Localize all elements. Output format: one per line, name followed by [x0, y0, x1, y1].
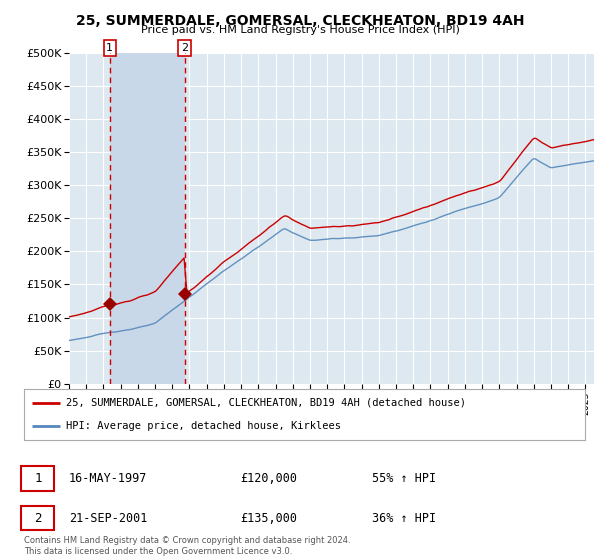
Text: 21-SEP-2001: 21-SEP-2001: [69, 511, 148, 525]
Bar: [110, 53, 185, 384]
Text: £120,000: £120,000: [240, 472, 297, 486]
Text: 1: 1: [106, 43, 113, 53]
Text: 2: 2: [34, 511, 41, 525]
Text: 1: 1: [34, 472, 41, 486]
Text: £135,000: £135,000: [240, 511, 297, 525]
Text: Contains HM Land Registry data © Crown copyright and database right 2024.: Contains HM Land Registry data © Crown c…: [24, 536, 350, 545]
Text: 36% ↑ HPI: 36% ↑ HPI: [372, 511, 436, 525]
Text: 25, SUMMERDALE, GOMERSAL, CLECKHEATON, BD19 4AH: 25, SUMMERDALE, GOMERSAL, CLECKHEATON, B…: [76, 14, 524, 28]
Text: 2: 2: [181, 43, 188, 53]
Text: 55% ↑ HPI: 55% ↑ HPI: [372, 472, 436, 486]
Text: 16-MAY-1997: 16-MAY-1997: [69, 472, 148, 486]
Text: 25, SUMMERDALE, GOMERSAL, CLECKHEATON, BD19 4AH (detached house): 25, SUMMERDALE, GOMERSAL, CLECKHEATON, B…: [66, 398, 466, 408]
Text: This data is licensed under the Open Government Licence v3.0.: This data is licensed under the Open Gov…: [24, 547, 292, 556]
Text: Price paid vs. HM Land Registry's House Price Index (HPI): Price paid vs. HM Land Registry's House …: [140, 25, 460, 35]
Text: HPI: Average price, detached house, Kirklees: HPI: Average price, detached house, Kirk…: [66, 421, 341, 431]
